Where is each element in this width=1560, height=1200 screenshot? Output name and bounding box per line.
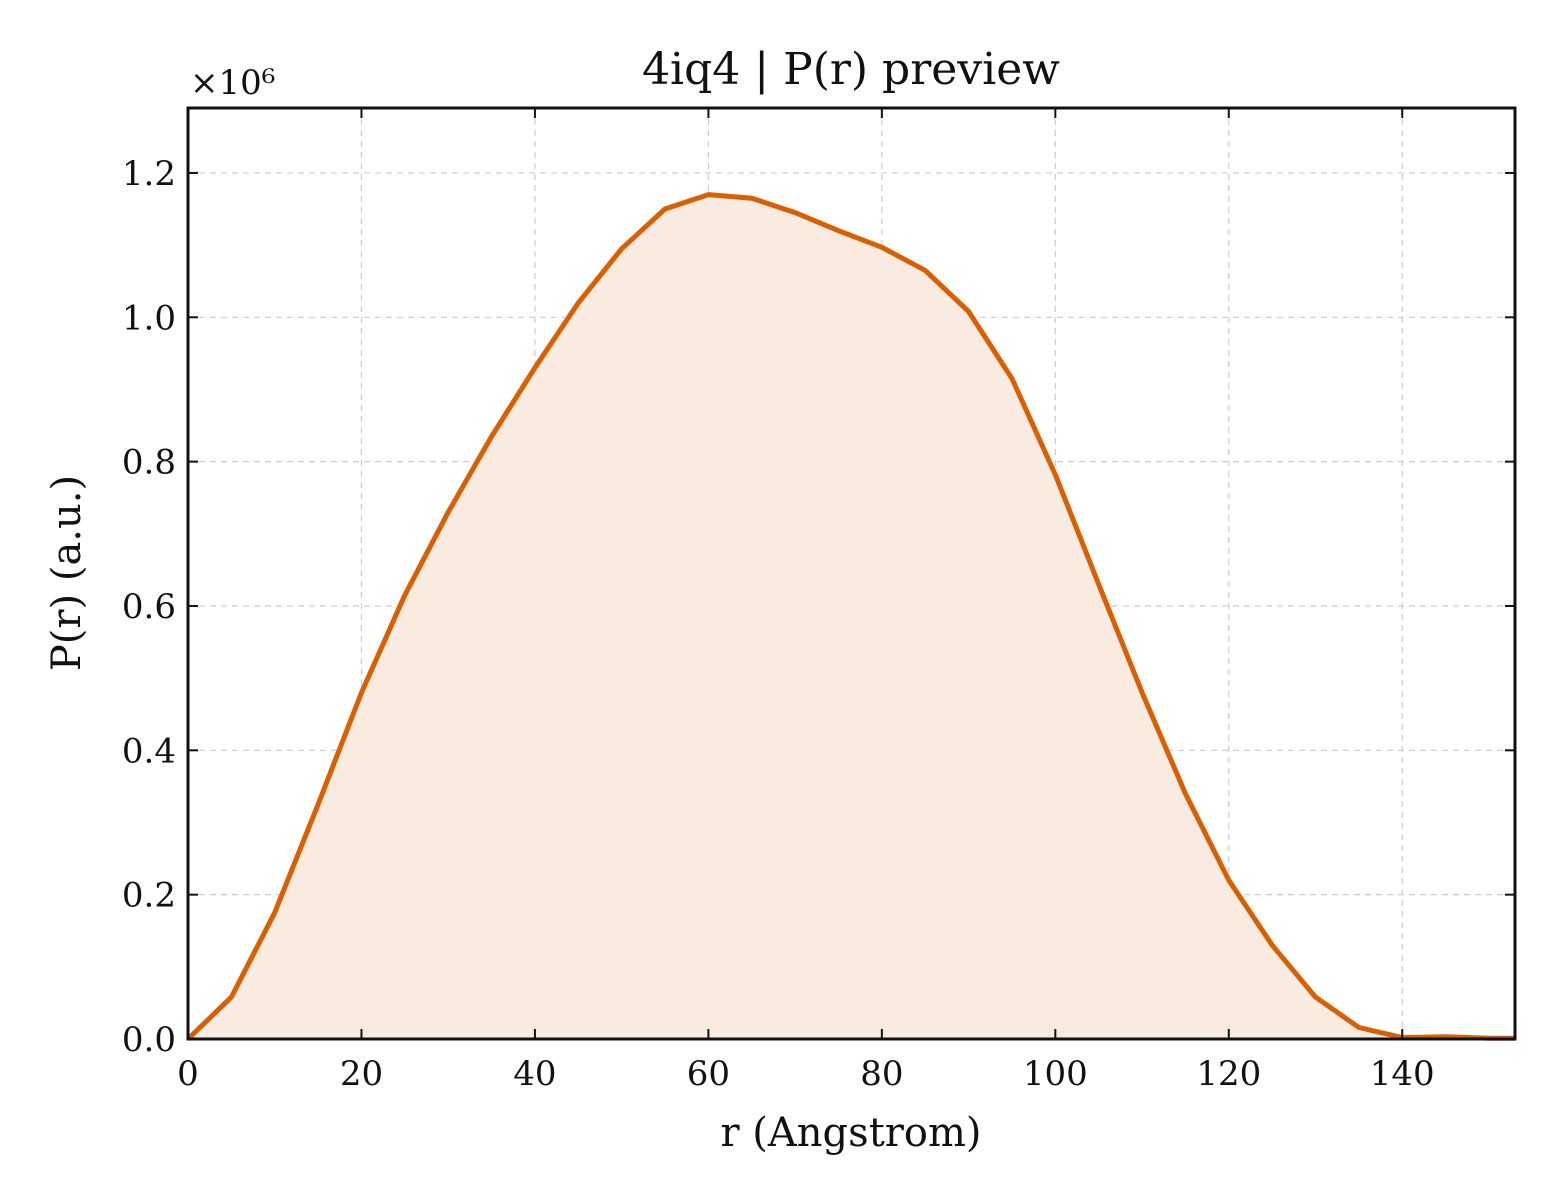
pr-series-line	[186, 192, 1515, 1041]
ticks: 0 20 40 60 80 100 120 140 0.0 0.2 0.4 0.6 0.8 1.0 1.2	[122, 108, 1515, 1094]
chart-title: 4iq4 | P(r) preview	[642, 44, 1060, 95]
y-tick-label: 0.8	[122, 443, 176, 483]
y-tick-label: 0.6	[122, 587, 176, 627]
x-tick-label: 60	[687, 1054, 730, 1094]
area-layer	[186, 192, 1515, 1041]
y-tick-label: 0.0	[122, 1020, 176, 1060]
pr-area-fill	[188, 194, 1515, 1040]
x-axis-label: r (Angstrom)	[720, 1110, 981, 1156]
y-multiplier-label: ×10⁶	[190, 63, 275, 103]
x-tick-label: 100	[1023, 1054, 1088, 1094]
x-tick-label: 120	[1196, 1054, 1261, 1094]
y-axis-label: P(r) (a.u.)	[44, 475, 90, 671]
x-tick-label: 40	[513, 1054, 556, 1094]
y-tick-label: 1.0	[122, 298, 176, 338]
plot-frame	[186, 106, 1517, 1041]
x-tick-label: 20	[340, 1054, 383, 1094]
x-tick-label: 80	[860, 1054, 903, 1094]
x-tick-label: 140	[1370, 1054, 1435, 1094]
x-tick-label: 0	[177, 1054, 199, 1094]
y-tick-label: 0.4	[122, 731, 176, 771]
y-tick-label: 0.2	[122, 876, 176, 916]
y-tick-label: 1.2	[122, 154, 176, 194]
